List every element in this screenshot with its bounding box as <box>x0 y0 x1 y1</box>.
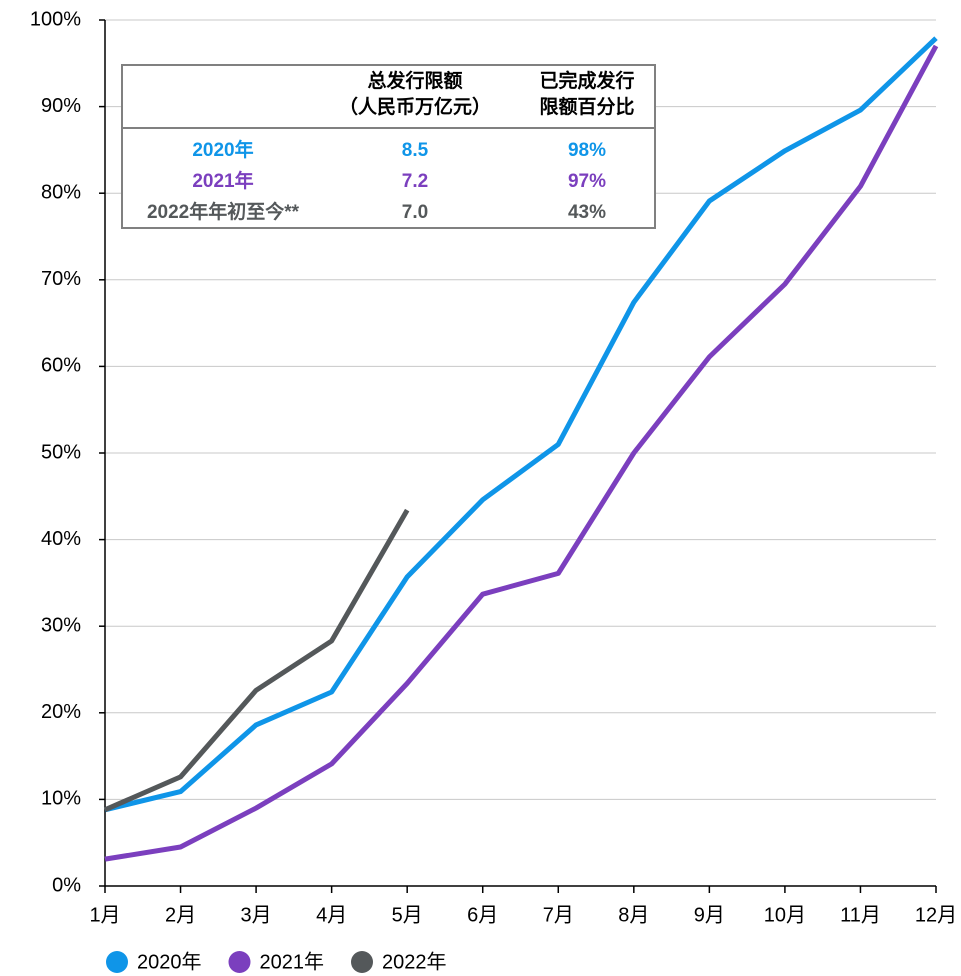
y-tick-label: 70% <box>41 268 81 290</box>
series-line <box>104 36 938 813</box>
x-tick-label: 9月 <box>694 904 725 926</box>
y-tick-label: 40% <box>41 528 81 550</box>
table-cell: 2021年 <box>192 169 253 192</box>
y-tick-label: 50% <box>41 441 81 463</box>
table-cell: 43% <box>568 202 606 223</box>
x-tick-label: 8月 <box>618 904 649 926</box>
y-tick-label: 30% <box>41 614 81 636</box>
y-tick-label: 60% <box>41 355 81 377</box>
x-tick-label: 10月 <box>764 904 806 926</box>
legend-marker <box>351 951 373 973</box>
y-tick-label: 0% <box>52 874 81 896</box>
series-line <box>104 44 939 862</box>
x-tick-label: 7月 <box>543 904 574 926</box>
x-tick-label: 1月 <box>89 904 120 926</box>
x-tick-label: 2月 <box>165 904 196 926</box>
table-header: 总发行限额 <box>367 69 462 92</box>
x-tick-label: 6月 <box>467 904 498 926</box>
table-cell: 7.2 <box>402 171 428 192</box>
y-tick-label: 10% <box>41 788 81 810</box>
legend-label: 2021年 <box>260 950 325 973</box>
x-tick-label: 5月 <box>392 904 423 926</box>
y-tick-label: 100% <box>30 8 81 30</box>
table-cell: 97% <box>568 171 606 192</box>
table-box <box>121 64 656 229</box>
x-tick-label: 3月 <box>241 904 272 926</box>
table-cell: 98% <box>568 140 606 161</box>
y-tick-label: 90% <box>41 95 81 117</box>
y-tick-label: 80% <box>41 181 81 203</box>
table-cell: 2020年 <box>192 138 253 161</box>
table-cell: 8.5 <box>402 140 429 161</box>
legend-label: 2020年 <box>137 950 202 973</box>
table-header: （人民币万亿元） <box>339 95 491 118</box>
legend-marker <box>228 951 251 973</box>
legend-label: 2022年 <box>382 950 447 973</box>
x-tick-label: 4月 <box>316 904 347 926</box>
table-cell: 7.0 <box>402 202 428 223</box>
x-tick-label: 12月 <box>915 904 957 926</box>
table-cell: 2022年年初至今** <box>147 200 300 223</box>
table-header: 限额百分比 <box>539 95 634 118</box>
legend-marker <box>106 951 128 973</box>
y-tick-label: 20% <box>41 701 81 723</box>
x-tick-label: 11月 <box>840 904 881 926</box>
table-header: 已完成发行 <box>539 69 634 92</box>
series-line <box>104 508 410 813</box>
